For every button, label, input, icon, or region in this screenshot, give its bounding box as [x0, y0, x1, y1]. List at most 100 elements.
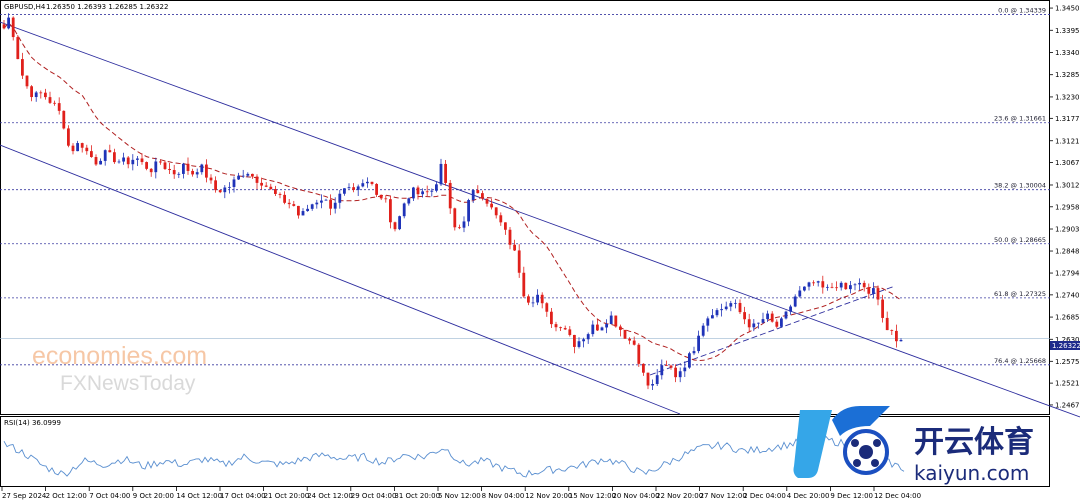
candle-body — [660, 365, 664, 376]
x-tick-label-18: 4 Dec 20:00 — [787, 492, 830, 500]
y-tick-label-14: 1.26850 — [1055, 314, 1080, 322]
candle-body — [803, 286, 806, 291]
candle-body — [292, 204, 296, 206]
candle-body — [251, 173, 254, 177]
x-tick-label-5: 17 Oct 04:00 — [220, 492, 266, 500]
candle-body — [545, 303, 549, 312]
x-tick-label-3: 9 Oct 20:00 — [133, 492, 174, 500]
candle-body — [398, 216, 401, 230]
candle-body — [890, 330, 894, 331]
candle-body — [297, 205, 300, 216]
candle-body — [329, 199, 332, 209]
y-tick-label-12: 1.27940 — [1055, 270, 1080, 278]
candle-body — [439, 163, 443, 185]
candle-body — [435, 184, 438, 191]
candle-body — [844, 282, 848, 290]
candle-body — [315, 202, 319, 205]
candle-body — [117, 161, 121, 163]
candle-body — [80, 143, 84, 148]
candle-body — [665, 365, 668, 367]
candle-body — [25, 75, 29, 87]
candle-body — [697, 335, 700, 352]
candle-body — [619, 326, 622, 330]
candle-body — [642, 363, 645, 373]
candle-body — [191, 170, 194, 175]
x-tick-label-16: 27 Nov 12:00 — [700, 492, 747, 500]
candle-body — [522, 272, 526, 297]
x-tick-label-15: 22 Nov 20:00 — [656, 492, 703, 500]
candle-body — [103, 150, 107, 161]
candle-body — [306, 208, 309, 212]
candle-body — [513, 244, 516, 251]
candle-body — [550, 311, 553, 325]
candle-body — [71, 145, 75, 152]
candle-body — [701, 325, 705, 336]
candle-body — [692, 351, 696, 354]
candle-body — [407, 198, 411, 204]
candle-body — [734, 302, 737, 304]
chart-symbol: GBPUSD,H4 — [4, 3, 46, 11]
candle-body — [780, 318, 783, 327]
candle-body — [205, 164, 208, 178]
candle-body — [531, 302, 535, 304]
x-tick-label-0: 27 Sep 2024 — [2, 492, 47, 500]
candle-body — [356, 186, 360, 190]
candle-body — [333, 202, 337, 209]
candle-body — [448, 182, 452, 209]
candle-body — [186, 163, 190, 171]
candle-body — [48, 97, 52, 103]
candle-body — [182, 163, 185, 174]
candle-body — [283, 194, 286, 203]
candle-body — [168, 168, 171, 171]
moving-average — [3, 22, 902, 362]
candle-body — [770, 313, 774, 322]
candle-body — [895, 330, 898, 342]
ma-line — [3, 22, 902, 362]
candle-body — [651, 384, 654, 386]
candle-body — [508, 229, 512, 245]
candle-body — [200, 164, 204, 173]
candle-body — [2, 24, 6, 29]
candle-body — [527, 296, 530, 303]
candle-body — [605, 324, 608, 328]
rsi-path — [3, 435, 905, 478]
candle-body — [269, 186, 273, 190]
candle-body — [490, 203, 493, 208]
y-tick-label-0: 1.34500 — [1055, 5, 1080, 13]
candle-body — [899, 339, 903, 342]
candle-body — [85, 147, 89, 152]
candle-body — [113, 152, 116, 163]
candle-body — [76, 143, 79, 152]
x-tick-label-13: 15 Nov 12:00 — [569, 492, 616, 500]
candle-body — [858, 282, 861, 285]
candle-body — [807, 282, 811, 287]
candle-body — [453, 208, 457, 228]
candle-body — [416, 187, 420, 195]
chart-ohlc: 1.26350 1.26393 1.26285 1.26322 — [46, 3, 168, 11]
last-price-value: 1.26322 — [1052, 342, 1080, 350]
candle-body — [683, 367, 687, 372]
candle-body — [57, 103, 61, 111]
x-tick-label-7: 24 Oct 12:00 — [307, 492, 353, 500]
x-tick-label-1: 2 Oct 12:00 — [46, 492, 87, 500]
fib-label-0: 0.0 @ 1.34339 — [998, 7, 1046, 15]
candle-body — [499, 215, 503, 223]
candle-body — [793, 296, 797, 307]
candle-body — [90, 151, 93, 158]
candle-body — [444, 163, 447, 183]
candle-body — [99, 160, 102, 165]
candle-body — [494, 207, 498, 216]
candle-body — [232, 179, 236, 187]
y-tick-label-10: 1.29030 — [1055, 226, 1080, 234]
candle-body — [573, 334, 576, 347]
x-tick-label-8: 29 Oct 04:00 — [351, 492, 397, 500]
fib-label-5: 76.4 @ 1.25668 — [994, 357, 1046, 365]
x-tick-label-2: 7 Oct 04:00 — [89, 492, 130, 500]
candle-body — [131, 159, 135, 165]
candle-body — [412, 187, 415, 199]
candle-body — [816, 281, 820, 283]
candle-body — [462, 221, 466, 228]
candle-body — [476, 190, 480, 194]
candle-body — [563, 328, 567, 330]
